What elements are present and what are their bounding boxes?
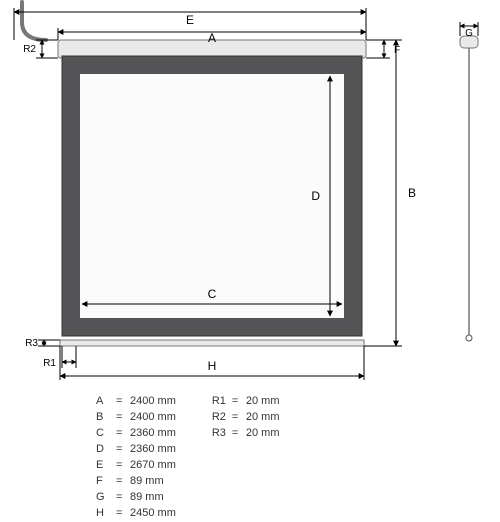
front-view <box>22 2 366 346</box>
svg-text:C: C <box>208 287 217 301</box>
legend-row: F=89 mm <box>96 474 176 490</box>
svg-text:R2: R2 <box>23 44 36 55</box>
side-view <box>460 36 478 341</box>
legend-row: D=2360 mm <box>96 442 176 458</box>
svg-text:B: B <box>408 186 416 200</box>
svg-text:E: E <box>186 13 194 27</box>
svg-text:H: H <box>208 359 217 373</box>
legend-row: B=2400 mm <box>96 410 176 426</box>
svg-text:G: G <box>465 28 473 39</box>
legend-row: E=2670 mm <box>96 458 176 474</box>
legend-row: G=89 mm <box>96 490 176 506</box>
legend-row: R2=20 mm <box>212 410 280 426</box>
legend-row: R1=20 mm <box>212 394 280 410</box>
legend-row: A=2400 mm <box>96 394 176 410</box>
svg-text:F: F <box>394 45 400 56</box>
svg-text:R1: R1 <box>43 358 56 369</box>
legend-row: R3=20 mm <box>212 426 280 442</box>
svg-text:D: D <box>311 189 320 203</box>
legend-row: C=2360 mm <box>96 426 176 442</box>
dimension-legend: A=2400 mmB=2400 mmC=2360 mmD=2360 mmE=26… <box>96 394 279 522</box>
legend-row: H=2450 mm <box>96 506 176 522</box>
svg-text:R3: R3 <box>25 338 38 349</box>
svg-text:A: A <box>208 31 216 45</box>
